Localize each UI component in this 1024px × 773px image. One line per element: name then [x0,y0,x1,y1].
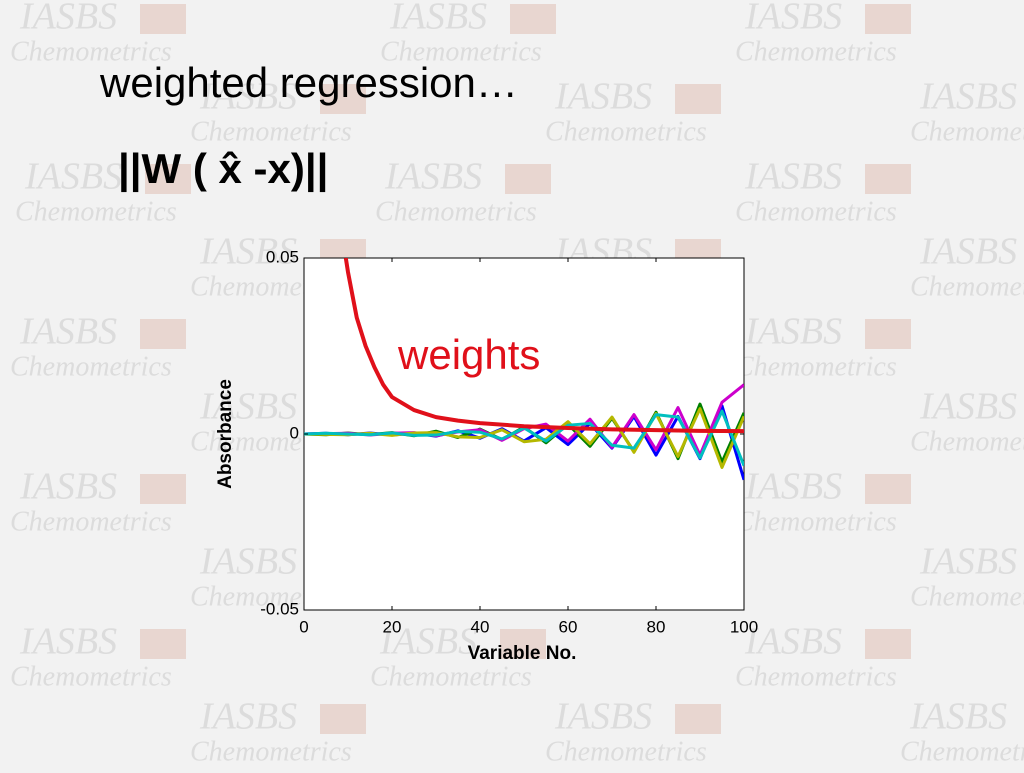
watermark-subtitle: Chemometrics [10,661,172,692]
watermark-title: IASBS [19,0,117,38]
weights-line [343,258,744,434]
annotation: weights [397,331,540,378]
watermark-subtitle: Chemometrics [910,116,1024,147]
watermark-logo [140,4,186,34]
watermark-subtitle: Chemometrics [910,426,1024,457]
watermark-title: IASBS [199,76,297,118]
watermark-logo [865,629,911,659]
watermark-subtitle: Chemometrics [545,116,707,147]
watermark-subtitle: Chemometrics [910,271,1024,302]
watermark-subtitle: Chemometrics [735,351,897,382]
watermark-subtitle: Chemometrics [900,736,1024,767]
watermark-title: IASBS [19,311,117,353]
watermark-subtitle: Chemometrics [735,36,897,67]
watermark-title: IASBS [919,541,1017,583]
watermark-logo [865,4,911,34]
watermark-subtitle: Chemometrics [375,196,537,227]
watermark-subtitle: Chemometrics [190,116,352,147]
watermark-title: IASBS [384,156,482,198]
watermark-logo [865,319,911,349]
watermark-logo [140,319,186,349]
watermark-title: IASBS [199,386,297,428]
watermark-subtitle: Chemometrics [735,506,897,537]
watermark-subtitle: Chemometrics [545,736,707,767]
x-tick-label: 40 [471,617,490,636]
x-tick-label: 100 [730,617,758,636]
watermark-title: IASBS [24,156,122,198]
watermark-title: IASBS [744,466,842,508]
y-tick-label: 0.05 [266,247,299,266]
watermark-title: IASBS [554,696,652,738]
watermark-title: IASBS [199,696,297,738]
formula: ||W ( x̂ -x)|| [118,145,328,193]
watermark-title: IASBS [744,0,842,38]
watermark-title: IASBS [199,231,297,273]
watermark-title: IASBS [744,621,842,663]
watermark-title: IASBS [744,156,842,198]
watermark-title: IASBS [554,76,652,118]
watermark-logo [320,704,366,734]
watermark-logo [675,84,721,114]
x-axis-label: Variable No. [468,643,577,664]
watermark-title: IASBS [909,696,1007,738]
y-tick-label: -0.05 [260,599,299,618]
watermark-logo [505,164,551,194]
x-tick-label: 0 [299,617,308,636]
watermark-subtitle: Chemometrics [910,581,1024,612]
watermark-title: IASBS [919,231,1017,273]
watermark-logo [675,704,721,734]
watermark-title: IASBS [19,621,117,663]
y-tick-label: 0 [290,423,299,442]
watermark-logo [145,164,191,194]
watermark-title: IASBS [919,76,1017,118]
watermark-subtitle: Chemometrics [10,36,172,67]
watermark-subtitle: Chemometrics [10,506,172,537]
y-axis-label: Absorbance [215,379,236,489]
watermark-logo [865,164,911,194]
watermark-subtitle: Chemometrics [190,736,352,767]
watermark-title: IASBS [744,311,842,353]
watermark-logo [320,84,366,114]
watermark-subtitle: Chemometrics [380,36,542,67]
watermark-logo [500,629,546,659]
x-tick-label: 80 [647,617,666,636]
watermark-subtitle: Chemometrics [735,661,897,692]
watermark-title: IASBS [379,621,477,663]
plot-lines [304,258,744,481]
watermark-logo [510,4,556,34]
x-tick-label: 60 [559,617,578,636]
watermark-subtitle: Chemometrics [10,351,172,382]
watermark-title: IASBS [389,0,487,38]
watermark-logo [140,474,186,504]
watermark-logo [140,629,186,659]
watermark-title: IASBS [199,541,297,583]
watermark-subtitle: Chemometrics [370,661,532,692]
watermark-logo [865,474,911,504]
watermark-title: IASBS [19,466,117,508]
watermark-subtitle: Chemometrics [735,196,897,227]
slide-title: weighted regression… [99,59,518,106]
x-tick-label: 20 [383,617,402,636]
watermark-title: IASBS [919,386,1017,428]
watermark-subtitle: Chemometrics [15,196,177,227]
